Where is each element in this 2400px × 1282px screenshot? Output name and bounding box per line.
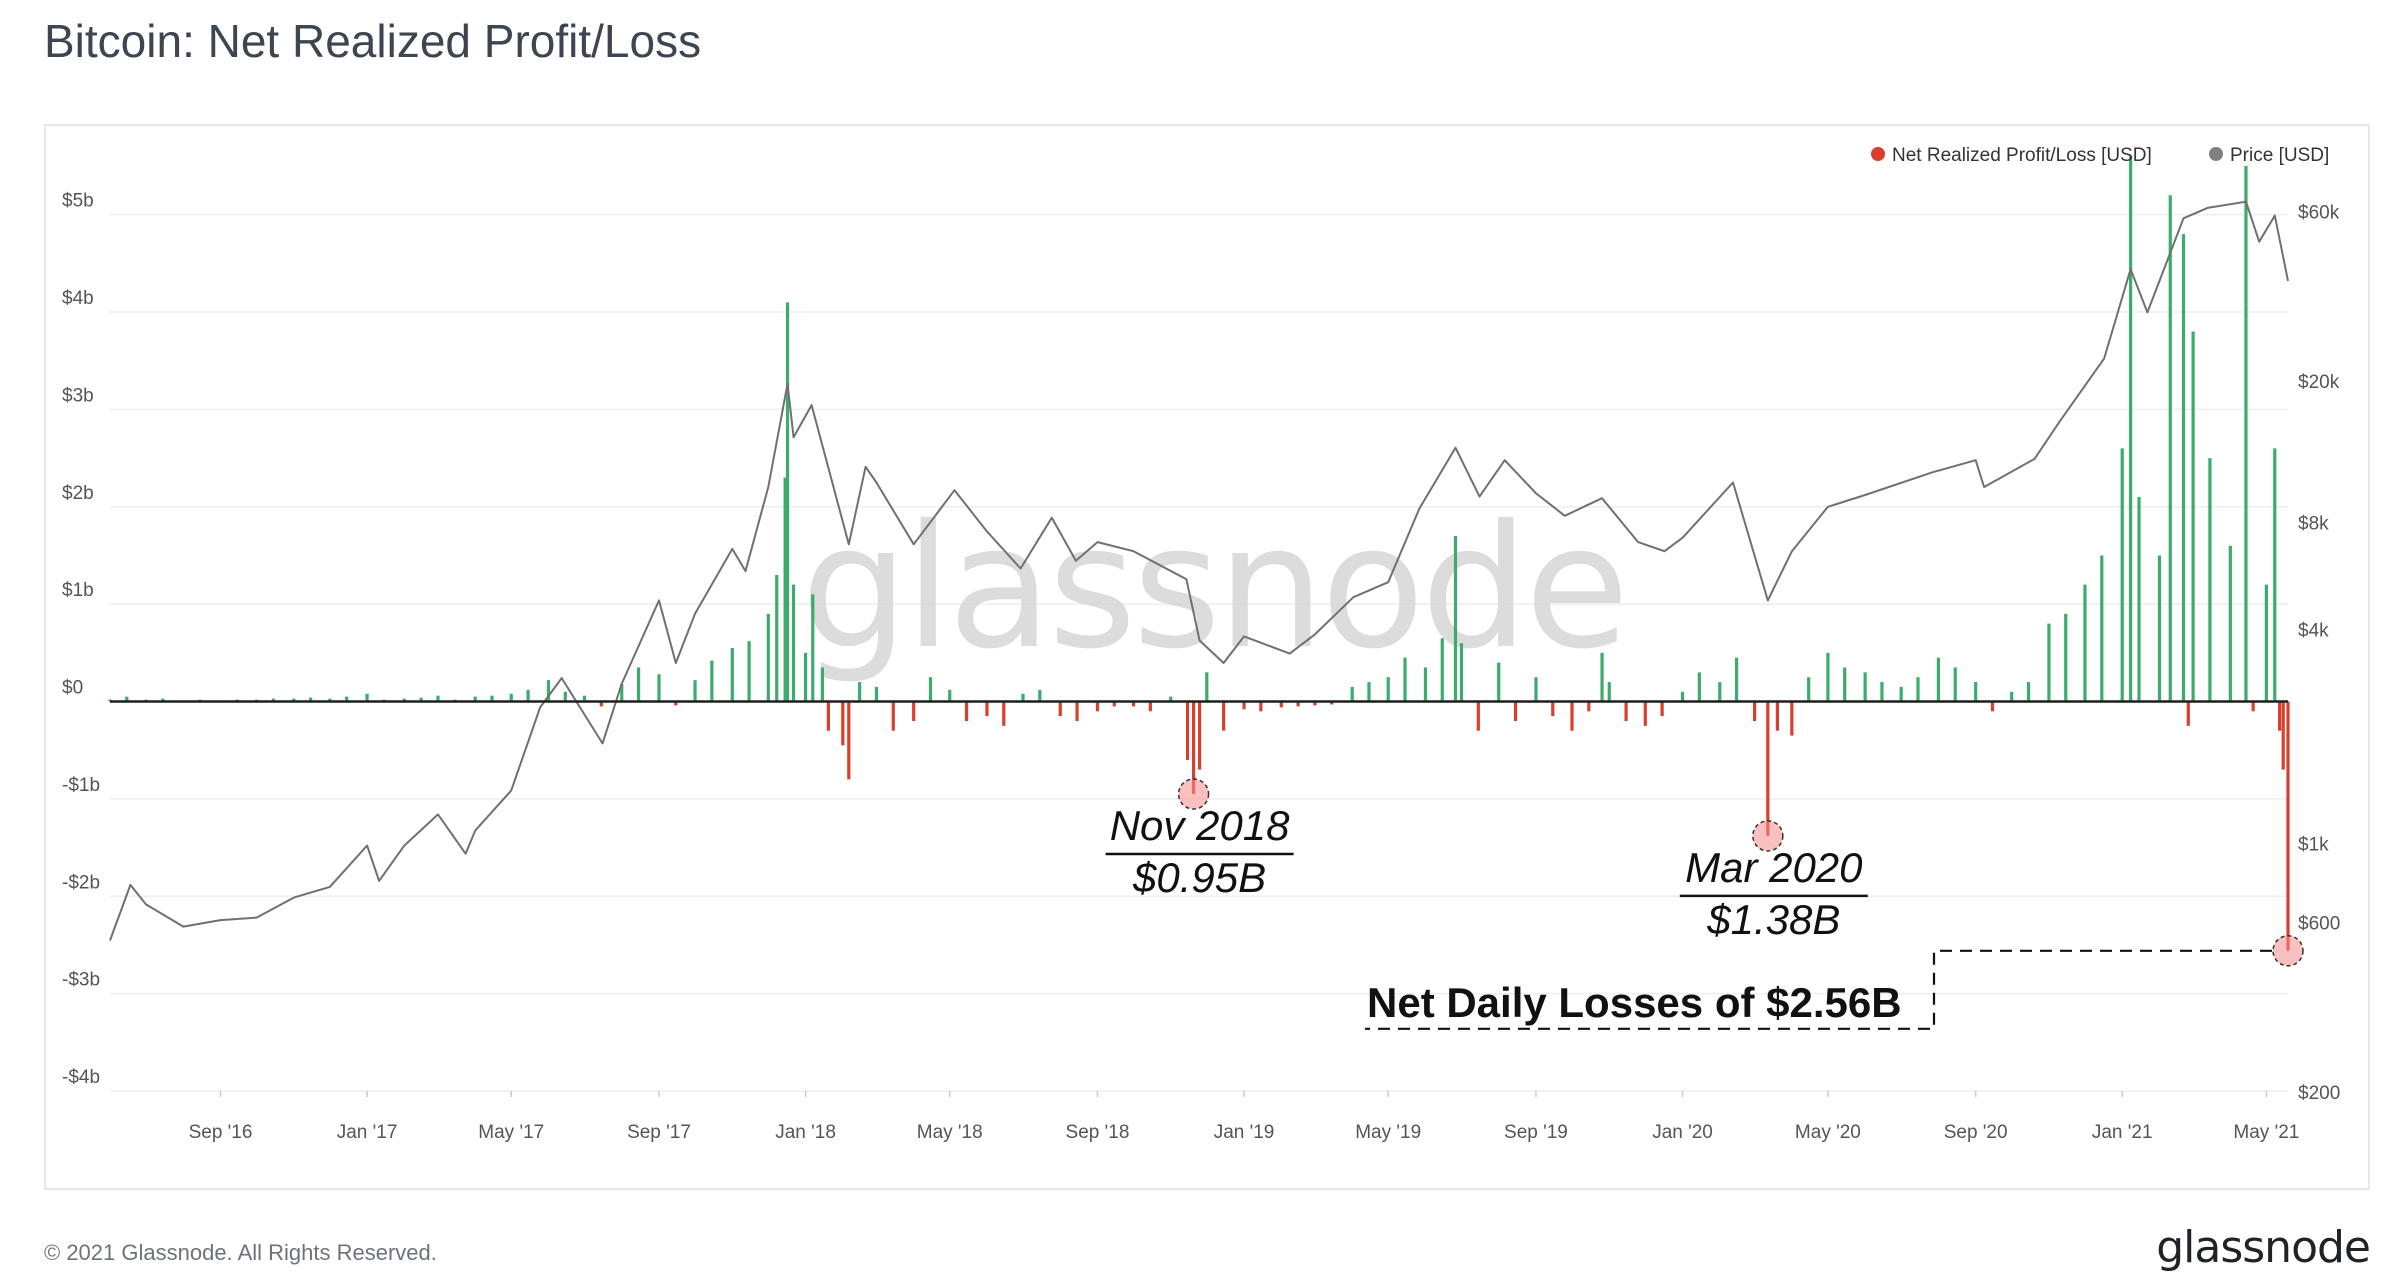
watermark-logo: glassnode [801,489,1626,687]
price-line-layer [109,200,2289,941]
y-right-tick-label: $8k [2298,513,2329,534]
annotation-marker [1177,778,1210,810]
y-left-tick-label: $5b [62,191,94,212]
y-left-tick-label: $1b [62,580,94,601]
x-tick-label: Jan '21 [2092,1122,2153,1143]
annotations: Nov 2018 $0.95B Mar 2020 $1.38B Net Daily Lo… [1105,778,2304,1030]
chart-svg: glassnode $5b $4b $3b $2b $1b $0 -$1b -$2b -$3b -… [62,145,2340,1143]
annotation-value: $1.38B [1706,896,1840,943]
y-right-tick-label: $4k [2298,621,2329,642]
x-tick-label: Sep '19 [1504,1122,1568,1143]
x-tick-label: May '19 [1355,1122,1421,1143]
legend-marker [2209,147,2223,161]
page-title: Bitcoin: Net Realized Profit/Loss [44,15,702,67]
annotation-marker [2272,935,2304,967]
legend-marker [1871,147,1885,161]
axis-layer: $5b $4b $3b $2b $1b $0 -$1b -$2b -$3b -$4b $60k $20… [62,191,2340,1143]
y-left-tick-label: -$1b [62,775,100,796]
x-tick-label: Jan '19 [1214,1122,1275,1143]
y-right-tick-label: $60k [2298,202,2340,223]
x-tick-label: May '18 [917,1122,983,1143]
y-right-tick-label: $200 [2298,1083,2340,1104]
x-tick-label: May '17 [478,1122,544,1143]
y-left-tick-label: -$3b [62,970,100,991]
x-tick-label: Sep '18 [1066,1122,1130,1143]
y-right-tick-label: $20k [2298,372,2340,393]
chart-frame: glassnode $5b $4b $3b $2b $1b $0 -$1b -$2b -$3b -… [44,124,2370,1190]
x-tick-label: Jan '17 [337,1122,398,1143]
x-tick-label: Jan '20 [1652,1122,1713,1143]
annotation-date: Nov 2018 [1110,802,1290,849]
annotation-date: Mar 2020 [1685,844,1863,891]
footer-logo[interactable]: glassnode [2156,1222,2371,1273]
price-line [109,200,2289,941]
y-right-tick-label: $1k [2298,835,2329,856]
x-tick-label: Sep '20 [1944,1122,2008,1143]
y-left-tick-label: $4b [62,288,94,309]
annotation-losses-label: Net Daily Losses of $2.56B [1367,979,1902,1026]
x-tick-label: Jan '18 [775,1122,836,1143]
legend[interactable]: Net Realized Profit/Loss [USD] Price [USD… [1871,145,2329,166]
annotation-marker [1752,820,1784,852]
y-left-tick-label: -$4b [62,1067,100,1088]
footer-copyright: © 2021 Glassnode. All Rights Reserved. [44,1240,437,1265]
profit-loss-bars [108,156,2290,951]
annotation-callout [1365,949,2272,1030]
y-left-tick-label: $3b [62,385,94,406]
y-left-tick-label: $0 [62,678,83,699]
legend-entry: Net Realized Profit/Loss [USD] [1892,145,2152,166]
x-tick-label: Sep '17 [627,1122,691,1143]
x-tick-label: Sep '16 [189,1122,253,1143]
y-left-tick-label: $2b [62,483,94,504]
x-tick-label: May '20 [1795,1122,1861,1143]
y-left-tick-label: -$2b [62,872,100,893]
y-right-tick-label: $600 [2298,913,2340,934]
legend-entry: Price [USD] [2230,145,2329,166]
annotation-value: $0.95B [1132,854,1266,901]
x-tick-label: May '21 [2233,1122,2299,1143]
